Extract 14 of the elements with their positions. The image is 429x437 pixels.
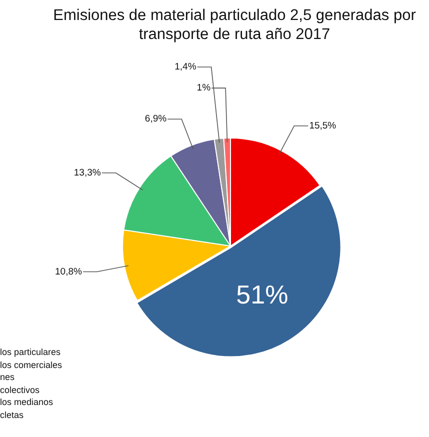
data-label: 10,8% <box>55 266 83 278</box>
chart-title: Emisiones de material particulado 2,5 generadas por transporte de ruta año 2017 <box>52 6 417 44</box>
text: cletas <box>0 408 25 421</box>
text: los medianos <box>0 396 54 408</box>
data-label: 6,9% <box>144 114 168 125</box>
text: colectivos <box>0 384 41 396</box>
text: los comerciales <box>0 358 62 371</box>
data-label: 1% <box>196 82 212 94</box>
data-label: 15,5% <box>309 120 337 132</box>
data-label: 13,3% <box>74 168 102 179</box>
data-label: 51% <box>236 279 288 310</box>
data-label: 1,4% <box>174 62 197 73</box>
text: nes <box>0 371 16 384</box>
text: los particulares <box>0 346 62 358</box>
